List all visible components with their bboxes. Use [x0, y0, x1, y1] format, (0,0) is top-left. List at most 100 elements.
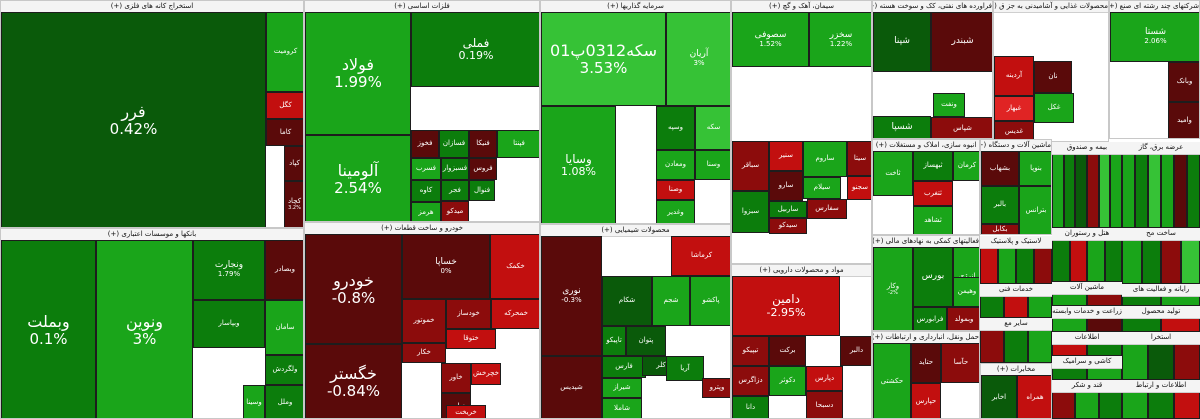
stock-tile[interactable]: وسینا: [243, 385, 265, 418]
stock-tile[interactable]: ومعادن: [656, 150, 695, 180]
stock-tile[interactable]: فولاد 1.99%: [305, 12, 411, 135]
stock-tile[interactable]: شیراز: [602, 378, 642, 398]
stock-tile[interactable]: آلومینا 2.54%: [305, 135, 411, 221]
stock-tile[interactable]: غبهار: [994, 96, 1034, 121]
stock-tile[interactable]: فنیکا: [469, 130, 497, 158]
stock-tile[interactable]: دکوثر: [769, 366, 806, 396]
stock-tile[interactable]: ثشاهد: [913, 206, 953, 234]
stock-tile[interactable]: [1087, 368, 1122, 380]
stock-tile[interactable]: ختوقا: [446, 329, 496, 349]
stock-tile[interactable]: ساربیل: [769, 201, 807, 218]
stock-tile[interactable]: [1161, 240, 1181, 284]
stock-tile[interactable]: [1052, 368, 1087, 380]
stock-tile[interactable]: [1087, 344, 1122, 356]
stock-tile[interactable]: [1028, 296, 1052, 318]
stock-tile[interactable]: کگل: [266, 92, 303, 119]
stock-tile[interactable]: [1034, 248, 1052, 284]
stock-tile[interactable]: [1161, 154, 1174, 228]
stock-tile[interactable]: [1004, 330, 1028, 363]
stock-tile[interactable]: پاکشو: [690, 276, 730, 326]
stock-tile[interactable]: حتاید: [911, 343, 941, 383]
stock-tile[interactable]: غکل: [1034, 93, 1074, 123]
stock-tile[interactable]: آریا: [666, 356, 704, 381]
sector-header[interactable]: لاستیک و پلاستیک: [980, 236, 1052, 249]
stock-tile[interactable]: وبمولد: [947, 307, 979, 330]
stock-tile[interactable]: وسایا 1.08%: [541, 106, 616, 223]
stock-tile[interactable]: خچرخش: [471, 363, 501, 385]
stock-tile[interactable]: [1016, 248, 1034, 284]
stock-tile[interactable]: شبندر: [931, 12, 992, 72]
sector-header[interactable]: محصولات غذایی و آشامیدنی به جز ق (+): [994, 1, 1108, 13]
stock-tile[interactable]: [1052, 392, 1076, 419]
stock-tile[interactable]: دانا: [732, 396, 769, 418]
stock-tile[interactable]: ساروم: [803, 141, 847, 177]
stock-tile[interactable]: فخوز: [411, 130, 439, 158]
stock-tile[interactable]: حآسا: [941, 343, 979, 383]
stock-tile[interactable]: خاور: [441, 363, 471, 393]
stock-tile[interactable]: کرومیت: [266, 12, 303, 92]
stock-tile[interactable]: فرر 0.42%: [1, 12, 266, 227]
stock-tile[interactable]: فرابورس: [913, 307, 947, 330]
stock-tile[interactable]: آریان 3%: [666, 12, 730, 106]
stock-tile[interactable]: سکه0312پ01 3.53%: [541, 12, 666, 106]
stock-tile[interactable]: ونجارت 1.79%: [193, 240, 265, 300]
stock-tile[interactable]: حکشتی: [873, 343, 911, 418]
stock-tile[interactable]: [980, 330, 1004, 363]
sector-header[interactable]: اطلاعات و ارتباط: [1122, 380, 1200, 393]
sector-header[interactable]: اطلاعات: [1052, 332, 1122, 345]
stock-tile[interactable]: [1087, 154, 1099, 228]
stock-tile[interactable]: میدکو: [441, 201, 469, 221]
stock-tile[interactable]: [1122, 392, 1148, 419]
sector-header[interactable]: استخرا: [1122, 332, 1200, 345]
stock-tile[interactable]: [1087, 294, 1122, 306]
stock-tile[interactable]: [1174, 344, 1200, 380]
stock-tile[interactable]: دالبر: [840, 336, 871, 366]
sector-header[interactable]: رایانه و فعالیت های: [1122, 284, 1200, 297]
stock-tile[interactable]: شپاس: [931, 117, 992, 138]
stock-tile[interactable]: [1028, 330, 1052, 363]
stock-tile[interactable]: سصوفی 1.52%: [732, 12, 809, 67]
stock-tile[interactable]: وغدیر: [656, 200, 695, 223]
stock-tile[interactable]: وملل: [265, 385, 303, 418]
stock-tile[interactable]: وامید: [1168, 102, 1199, 138]
sector-header[interactable]: تولید محصول: [1122, 306, 1200, 319]
stock-tile[interactable]: [1052, 154, 1064, 228]
stock-tile[interactable]: ثبهساز: [913, 151, 953, 181]
stock-tile[interactable]: خگستر -0.84%: [305, 344, 402, 418]
stock-tile[interactable]: [1187, 154, 1200, 228]
stock-tile[interactable]: خساپا 0%: [402, 234, 490, 299]
stock-tile[interactable]: سیتا: [847, 141, 871, 176]
stock-tile[interactable]: سامان: [265, 300, 303, 355]
stock-tile[interactable]: کرماشا: [671, 236, 730, 276]
stock-tile[interactable]: دزاگرس: [732, 366, 769, 396]
stock-tile[interactable]: [1122, 296, 1161, 306]
stock-tile[interactable]: [998, 248, 1016, 284]
stock-tile[interactable]: خریخت: [446, 405, 486, 418]
stock-tile[interactable]: همراه: [1017, 375, 1051, 418]
stock-tile[interactable]: سیدکو: [769, 218, 807, 234]
stock-tile[interactable]: ونفت: [933, 93, 965, 117]
stock-tile[interactable]: [980, 296, 1004, 318]
stock-tile[interactable]: بالبر: [981, 186, 1019, 224]
stock-tile[interactable]: فجر: [441, 180, 469, 201]
stock-tile[interactable]: حپارس: [911, 383, 941, 418]
stock-tile[interactable]: [1148, 154, 1161, 228]
stock-tile[interactable]: وپترو: [702, 378, 730, 398]
stock-tile[interactable]: [1135, 154, 1148, 228]
stock-tile[interactable]: [1161, 296, 1200, 306]
sector-header[interactable]: ساخت مح: [1122, 228, 1200, 241]
stock-tile[interactable]: ونوین 3%: [96, 240, 193, 418]
stock-tile[interactable]: [1122, 154, 1135, 228]
stock-tile[interactable]: [1052, 318, 1087, 332]
stock-tile[interactable]: [1069, 240, 1087, 282]
stock-tile[interactable]: کاوه: [411, 180, 441, 202]
stock-tile[interactable]: [1052, 344, 1087, 356]
stock-tile[interactable]: برکت: [769, 336, 806, 366]
stock-tile[interactable]: دپارس: [806, 366, 843, 391]
stock-tile[interactable]: [1148, 344, 1174, 380]
stock-tile[interactable]: سبزوا: [732, 191, 769, 233]
stock-tile[interactable]: خمحرکه: [491, 299, 539, 329]
stock-tile[interactable]: شسپا: [873, 116, 931, 138]
stock-tile[interactable]: [1148, 392, 1174, 419]
stock-tile[interactable]: [1104, 240, 1122, 282]
